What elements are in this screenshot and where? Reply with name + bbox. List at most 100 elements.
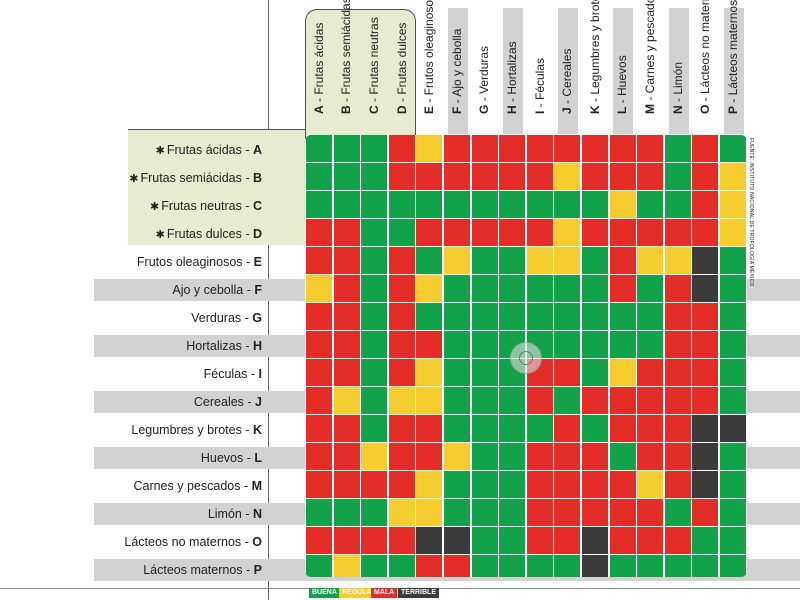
matrix-cell [470,274,499,303]
matrix-cell [663,135,692,163]
matrix-cell [443,246,472,275]
matrix-cell [553,162,582,191]
row-label-code: D [252,227,262,241]
matrix-cell [387,358,416,387]
matrix-cell [691,190,720,219]
matrix-cell [663,274,692,303]
column-label: F - Ajo y cebolla [447,10,467,128]
matrix-cell [525,470,554,499]
column-label-text: K - Legumbres y brotes [587,0,602,114]
matrix-cell [305,470,334,499]
matrix-cell [415,330,444,359]
matrix-cell [332,386,361,415]
matrix-cell [663,162,692,191]
matrix-cell [415,190,444,219]
matrix-cell [415,358,444,387]
matrix-cell [608,358,637,387]
matrix-cell [636,358,665,387]
matrix-cell [608,274,637,303]
row-label-text: Verduras - [191,311,253,325]
row-label-code: B [252,171,262,185]
matrix-cell [498,386,527,415]
matrix-cell [553,386,582,415]
matrix-cell [387,218,416,247]
matrix-cell [360,470,389,499]
matrix-cell [360,414,389,443]
legend-regular: REGULAR [339,588,380,598]
row-label-code: E [253,255,262,269]
matrix-cell [498,274,527,303]
legend-buena: BUENA [309,588,340,598]
row-label: Hortalizas - H [186,335,262,357]
row-label-code: C [252,199,262,213]
matrix-cell [663,302,692,331]
matrix-cell [360,190,389,219]
column-label-code: D [394,105,409,114]
matrix-cell [553,358,582,387]
matrix-cell [498,162,527,191]
matrix-cell [581,190,610,219]
matrix-cell [332,190,361,219]
matrix-cell [719,442,747,471]
column-label: L - Huevos [612,10,632,128]
matrix-cell [470,190,499,219]
matrix-cell [581,498,610,527]
row-label-text: Frutas dulces - [166,227,253,241]
star-icon: ✱ [129,173,139,185]
column-label-text: N - Limón [670,61,685,114]
matrix-cell [719,554,747,577]
row-label: Verduras - G [191,307,262,329]
matrix-cell [691,135,720,163]
source-note: FUENTE: INSTITUTO NACIONAL DE TROFOLOGÍA… [748,138,760,287]
matrix-cell [581,162,610,191]
matrix-cell [719,218,747,247]
matrix-cell [332,274,361,303]
matrix-cell [608,498,637,527]
row-label-text: Féculas - [203,367,259,381]
matrix-cell [332,246,361,275]
column-band [723,8,744,134]
matrix-cell [415,554,444,577]
matrix-cell [360,498,389,527]
row-label-code: P [253,563,262,577]
matrix-cell [360,274,389,303]
matrix-cell [415,302,444,331]
row-label-text: Lácteos no maternos - [124,535,253,549]
matrix-cell [553,274,582,303]
matrix-cell [553,218,582,247]
matrix-cell [470,358,499,387]
column-label: H - Hortalizas [502,10,522,128]
matrix-cell [443,358,472,387]
column-band [668,8,689,134]
matrix-cell [305,386,334,415]
matrix-cell [360,302,389,331]
matrix-cell [387,442,416,471]
matrix-cell [525,498,554,527]
row-label-text: Legumbres y brotes - [131,423,253,437]
matrix-cell [636,414,665,443]
matrix-cell [608,442,637,471]
row-label-code: O [252,535,262,549]
star-icon: ✱ [155,229,165,241]
row-label: ✱ Frutas neutras - C [150,195,262,217]
row-label-code: I [258,367,262,381]
matrix-cell [498,498,527,527]
row-label-code: G [252,311,262,325]
matrix-cell [636,135,665,163]
legend-terrible: TERRIBLE [398,588,439,598]
matrix-cell [581,442,610,471]
matrix-cell [470,330,499,359]
matrix-cell [387,498,416,527]
matrix-cell [332,162,361,191]
star-icon: ✱ [150,201,160,213]
matrix-cell [415,386,444,415]
matrix-cell [553,498,582,527]
column-label-text: A - Frutas ácidas [311,22,326,114]
matrix-cell [581,414,610,443]
row-label-text: Huevos - [200,451,255,465]
column-label-text: J - Cereales [560,48,575,114]
matrix-cell [608,526,637,555]
matrix-cell [663,414,692,443]
matrix-cell [525,526,554,555]
row-label-code: L [254,451,262,465]
